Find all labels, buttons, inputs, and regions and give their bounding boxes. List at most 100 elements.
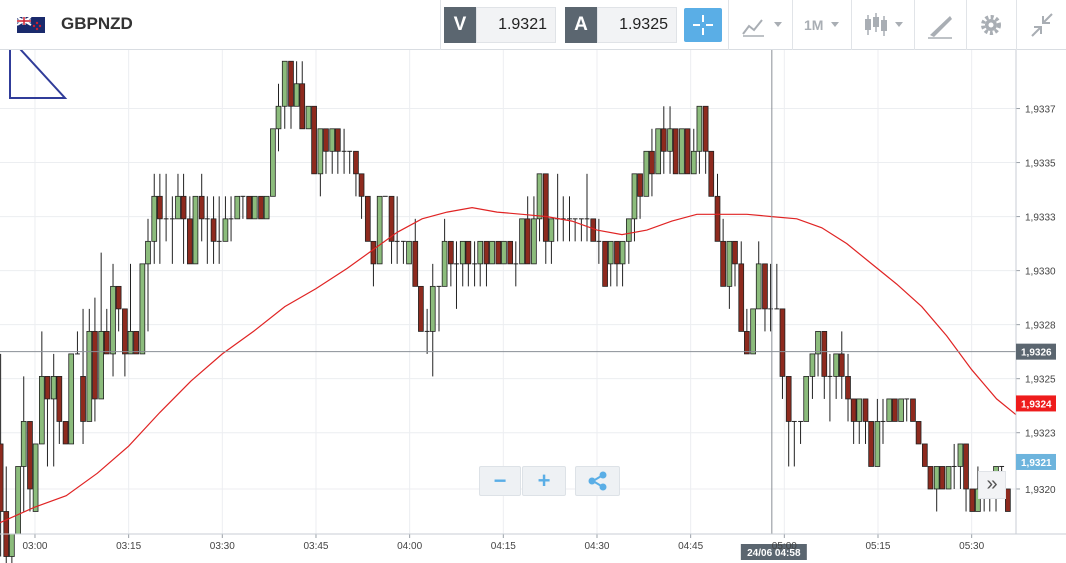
candle bbox=[251, 195, 258, 220]
candle bbox=[951, 443, 957, 489]
candle bbox=[80, 308, 86, 444]
ma-price-badge-bg bbox=[1016, 395, 1056, 412]
candle-body-up bbox=[9, 533, 15, 557]
candle-body-up bbox=[110, 285, 116, 355]
candle-body-down bbox=[862, 398, 869, 422]
candle bbox=[110, 263, 116, 377]
candle-body-down bbox=[157, 195, 163, 220]
chart-grid bbox=[0, 50, 1016, 534]
candle-body-down bbox=[323, 128, 329, 152]
candle bbox=[507, 240, 514, 265]
candle-body-up bbox=[750, 308, 756, 355]
candle bbox=[477, 240, 484, 287]
zoom-in-button[interactable]: + bbox=[522, 466, 566, 496]
candle bbox=[815, 330, 821, 377]
instrument-symbol[interactable]: GBPNZD bbox=[61, 14, 133, 33]
sell-price-button[interactable]: 1.9321 bbox=[476, 7, 556, 43]
price-chart[interactable]: 24/06 04:58 1,93371,93351,93331,93301,93… bbox=[0, 50, 1066, 563]
candle-body-down bbox=[838, 353, 845, 377]
drawing-tools-button[interactable] bbox=[926, 10, 954, 40]
candle bbox=[68, 353, 75, 445]
candle-body-up bbox=[32, 443, 39, 512]
candle-body-down bbox=[738, 263, 745, 332]
candle-body-down bbox=[80, 376, 86, 422]
candle-body-down bbox=[210, 218, 217, 242]
timeframe-label: 1M bbox=[804, 17, 824, 33]
candle-body-down bbox=[334, 128, 341, 152]
candle bbox=[187, 196, 193, 265]
candle bbox=[910, 398, 916, 422]
candle bbox=[163, 173, 169, 242]
candle-body-up bbox=[755, 263, 762, 310]
candle bbox=[892, 398, 898, 422]
candle bbox=[62, 421, 69, 445]
candle bbox=[50, 353, 57, 467]
candle bbox=[198, 173, 205, 242]
candle-body-up bbox=[50, 376, 57, 400]
sell-label[interactable]: V bbox=[444, 7, 476, 43]
candle-body-up bbox=[531, 218, 537, 265]
chevron-down-icon bbox=[831, 22, 839, 27]
buy-price-button[interactable]: 1.9325 bbox=[597, 7, 677, 43]
candle bbox=[459, 240, 466, 287]
candle bbox=[655, 128, 662, 175]
zoom-out-button[interactable]: − bbox=[479, 466, 521, 496]
candle bbox=[180, 173, 187, 264]
candle bbox=[578, 218, 584, 242]
candle bbox=[963, 443, 969, 512]
candle-body-up bbox=[263, 195, 270, 220]
candle-body-down bbox=[969, 488, 976, 512]
candle bbox=[222, 196, 229, 242]
crosshair-icon bbox=[693, 15, 713, 35]
candle-body-up bbox=[519, 218, 525, 265]
buy-label[interactable]: A bbox=[565, 7, 597, 43]
chart-type-menu[interactable] bbox=[740, 10, 786, 40]
candle-body-down bbox=[927, 466, 934, 490]
candle-body-up bbox=[151, 195, 158, 242]
candle bbox=[726, 240, 733, 309]
candle-body-down bbox=[353, 150, 359, 175]
crosshair-button[interactable] bbox=[684, 8, 722, 42]
candle bbox=[210, 196, 217, 264]
candle bbox=[584, 173, 590, 242]
candle-body-up bbox=[690, 150, 697, 175]
candle bbox=[531, 196, 537, 265]
candle-body-down bbox=[524, 218, 531, 265]
candle bbox=[798, 420, 803, 444]
candle bbox=[436, 285, 442, 332]
crosshair-time-label: 24/06 04:58 bbox=[747, 548, 801, 559]
candle-body-up bbox=[68, 353, 75, 445]
candle bbox=[175, 173, 181, 220]
collapse-button[interactable] bbox=[1028, 10, 1056, 40]
candle-body-up bbox=[329, 128, 336, 152]
candle bbox=[738, 241, 745, 332]
candle bbox=[20, 376, 27, 512]
candle-body-down bbox=[133, 330, 139, 355]
candle bbox=[192, 195, 199, 265]
candle-body-up bbox=[15, 466, 21, 535]
candles-menu[interactable] bbox=[862, 10, 910, 40]
x-tick-label: 03:45 bbox=[303, 541, 328, 552]
candle-body-down bbox=[732, 240, 738, 265]
chart-toolbar: GBPNZD V 1.9321 A 1.9325 1M bbox=[0, 0, 1066, 50]
settings-button[interactable] bbox=[978, 10, 1004, 40]
candle bbox=[590, 218, 597, 242]
candle-body-up bbox=[234, 195, 241, 220]
triangle-drawing[interactable] bbox=[9, 50, 68, 99]
candle bbox=[3, 466, 10, 563]
x-tick-label: 05:15 bbox=[865, 541, 890, 552]
candle bbox=[92, 297, 98, 422]
candle bbox=[1005, 488, 1011, 512]
moving-average-line bbox=[0, 206, 1017, 524]
timeframe-menu[interactable]: 1M bbox=[804, 10, 846, 40]
candle-body-up bbox=[809, 353, 816, 377]
candle-body-up bbox=[536, 173, 543, 220]
candle bbox=[625, 218, 632, 264]
candle-body-down bbox=[44, 376, 51, 400]
scroll-to-latest-button[interactable]: » bbox=[978, 471, 1006, 499]
share-button[interactable] bbox=[575, 466, 620, 496]
candle-body-down bbox=[56, 376, 63, 422]
candle-body-up bbox=[945, 466, 952, 490]
candle bbox=[868, 421, 874, 467]
candle bbox=[821, 330, 828, 399]
